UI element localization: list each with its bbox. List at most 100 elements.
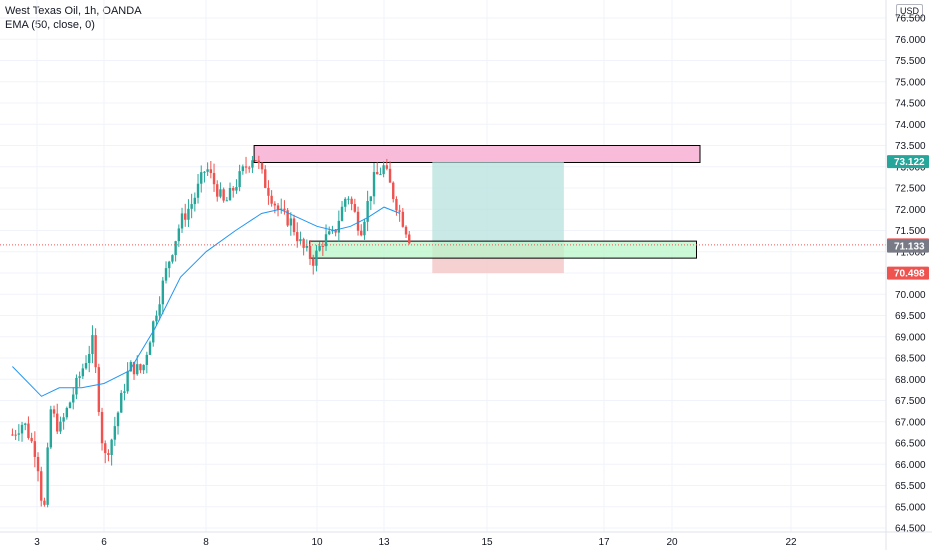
candle-body (292, 218, 296, 233)
candle-body (196, 183, 200, 198)
candle-body (193, 197, 197, 205)
y-tick-label: 76.500 (895, 14, 926, 25)
x-tick-label: 22 (785, 537, 797, 548)
candle-body (225, 200, 229, 202)
price-tag-label: 71.133 (894, 242, 925, 253)
candle-body (161, 280, 165, 305)
take-profit-zone[interactable] (432, 161, 564, 245)
candle-body (88, 354, 91, 364)
support-zone[interactable] (309, 240, 697, 259)
candle-body (46, 447, 49, 505)
candle-body (17, 433, 21, 435)
chart-legend: West Texas Oil, 1h, OANDA EMA (50, close… (5, 4, 142, 32)
candle-body (366, 201, 369, 222)
candle-body (94, 335, 97, 368)
candle-body (241, 166, 245, 172)
y-tick-label: 65.500 (895, 481, 926, 492)
candle-body (369, 196, 373, 202)
symbol-title[interactable]: West Texas Oil, 1h, OANDA (5, 5, 142, 17)
candle-body (43, 500, 46, 505)
candle-body (30, 437, 33, 442)
y-tick-label: 66.500 (895, 439, 926, 450)
candle-body (360, 230, 363, 236)
candle-body (404, 226, 408, 235)
candle-body (91, 335, 94, 355)
x-tick-label: 17 (598, 537, 610, 548)
candle-body (116, 412, 120, 427)
candle-body (212, 173, 216, 185)
candle-body (72, 394, 75, 403)
candle-body (283, 208, 286, 211)
candle-body (174, 241, 177, 256)
candle-body (171, 255, 174, 262)
candle-body (350, 198, 353, 205)
candle-body (36, 456, 40, 472)
candle-body (308, 245, 312, 259)
candle-body (228, 187, 232, 201)
candle-body (347, 198, 350, 200)
candle-body (235, 187, 238, 191)
candle-body (318, 245, 321, 251)
candle-body (59, 421, 62, 432)
y-tick-label: 73.500 (895, 141, 926, 152)
candle-body (187, 208, 190, 220)
candle-body (14, 434, 17, 436)
y-tick-label: 67.500 (895, 396, 926, 407)
x-tick-label: 15 (481, 537, 493, 548)
candle-body (280, 208, 283, 210)
candle-body (392, 182, 395, 199)
price-tag-label: 70.498 (894, 269, 925, 280)
candle-body (315, 250, 318, 266)
candle-body (97, 367, 101, 413)
candle-body (81, 368, 85, 377)
candle-body (110, 439, 113, 456)
y-tick-label: 70.000 (895, 290, 926, 301)
candle-body (372, 172, 376, 197)
candle-body (296, 232, 299, 242)
x-tick-label: 10 (311, 537, 323, 548)
candle-body (312, 258, 315, 266)
candle-body (353, 204, 357, 212)
y-tick-label: 76.000 (895, 35, 926, 46)
resistance-zone[interactable] (253, 145, 701, 163)
x-tick-label: 6 (101, 537, 107, 548)
candle-body (129, 362, 133, 372)
candle-body (75, 377, 78, 395)
candle-body (388, 168, 392, 183)
candle-body (356, 211, 360, 231)
candle-body (264, 169, 267, 188)
candle-body (145, 354, 149, 365)
candle-body (267, 187, 270, 196)
candle-body (257, 160, 261, 164)
indicator-label[interactable]: EMA (50, close, 0) (5, 19, 95, 31)
candle-body (379, 174, 382, 176)
candle-body (286, 210, 289, 226)
candle-body (200, 172, 203, 184)
candle-body (33, 441, 37, 457)
x-tick-label: 3 (34, 537, 40, 548)
candle-body (158, 304, 161, 316)
y-tick-label: 74.500 (895, 99, 926, 110)
candle-body (180, 213, 184, 229)
candle-body (321, 245, 325, 247)
candle-body (408, 234, 411, 244)
ema-line[interactable] (12, 206, 401, 397)
y-tick-label: 71.000 (895, 247, 926, 258)
candle-body (184, 213, 187, 220)
price-tag-bg (887, 266, 929, 280)
currency-badge[interactable]: USD (895, 4, 923, 18)
y-tick-label: 69.000 (895, 332, 926, 343)
candle-body (78, 376, 81, 378)
candle-body (398, 210, 401, 212)
candle-body (177, 228, 181, 242)
y-tick-label: 75.000 (895, 77, 926, 88)
y-tick-label: 67.000 (895, 417, 926, 428)
candle-body (363, 221, 366, 236)
candle-body (203, 171, 206, 173)
candle-body (56, 413, 59, 432)
x-tick-label: 8 (203, 537, 209, 548)
x-tick-label: 20 (666, 537, 678, 548)
candle-body (155, 315, 158, 322)
y-tick-label: 71.500 (895, 226, 926, 237)
